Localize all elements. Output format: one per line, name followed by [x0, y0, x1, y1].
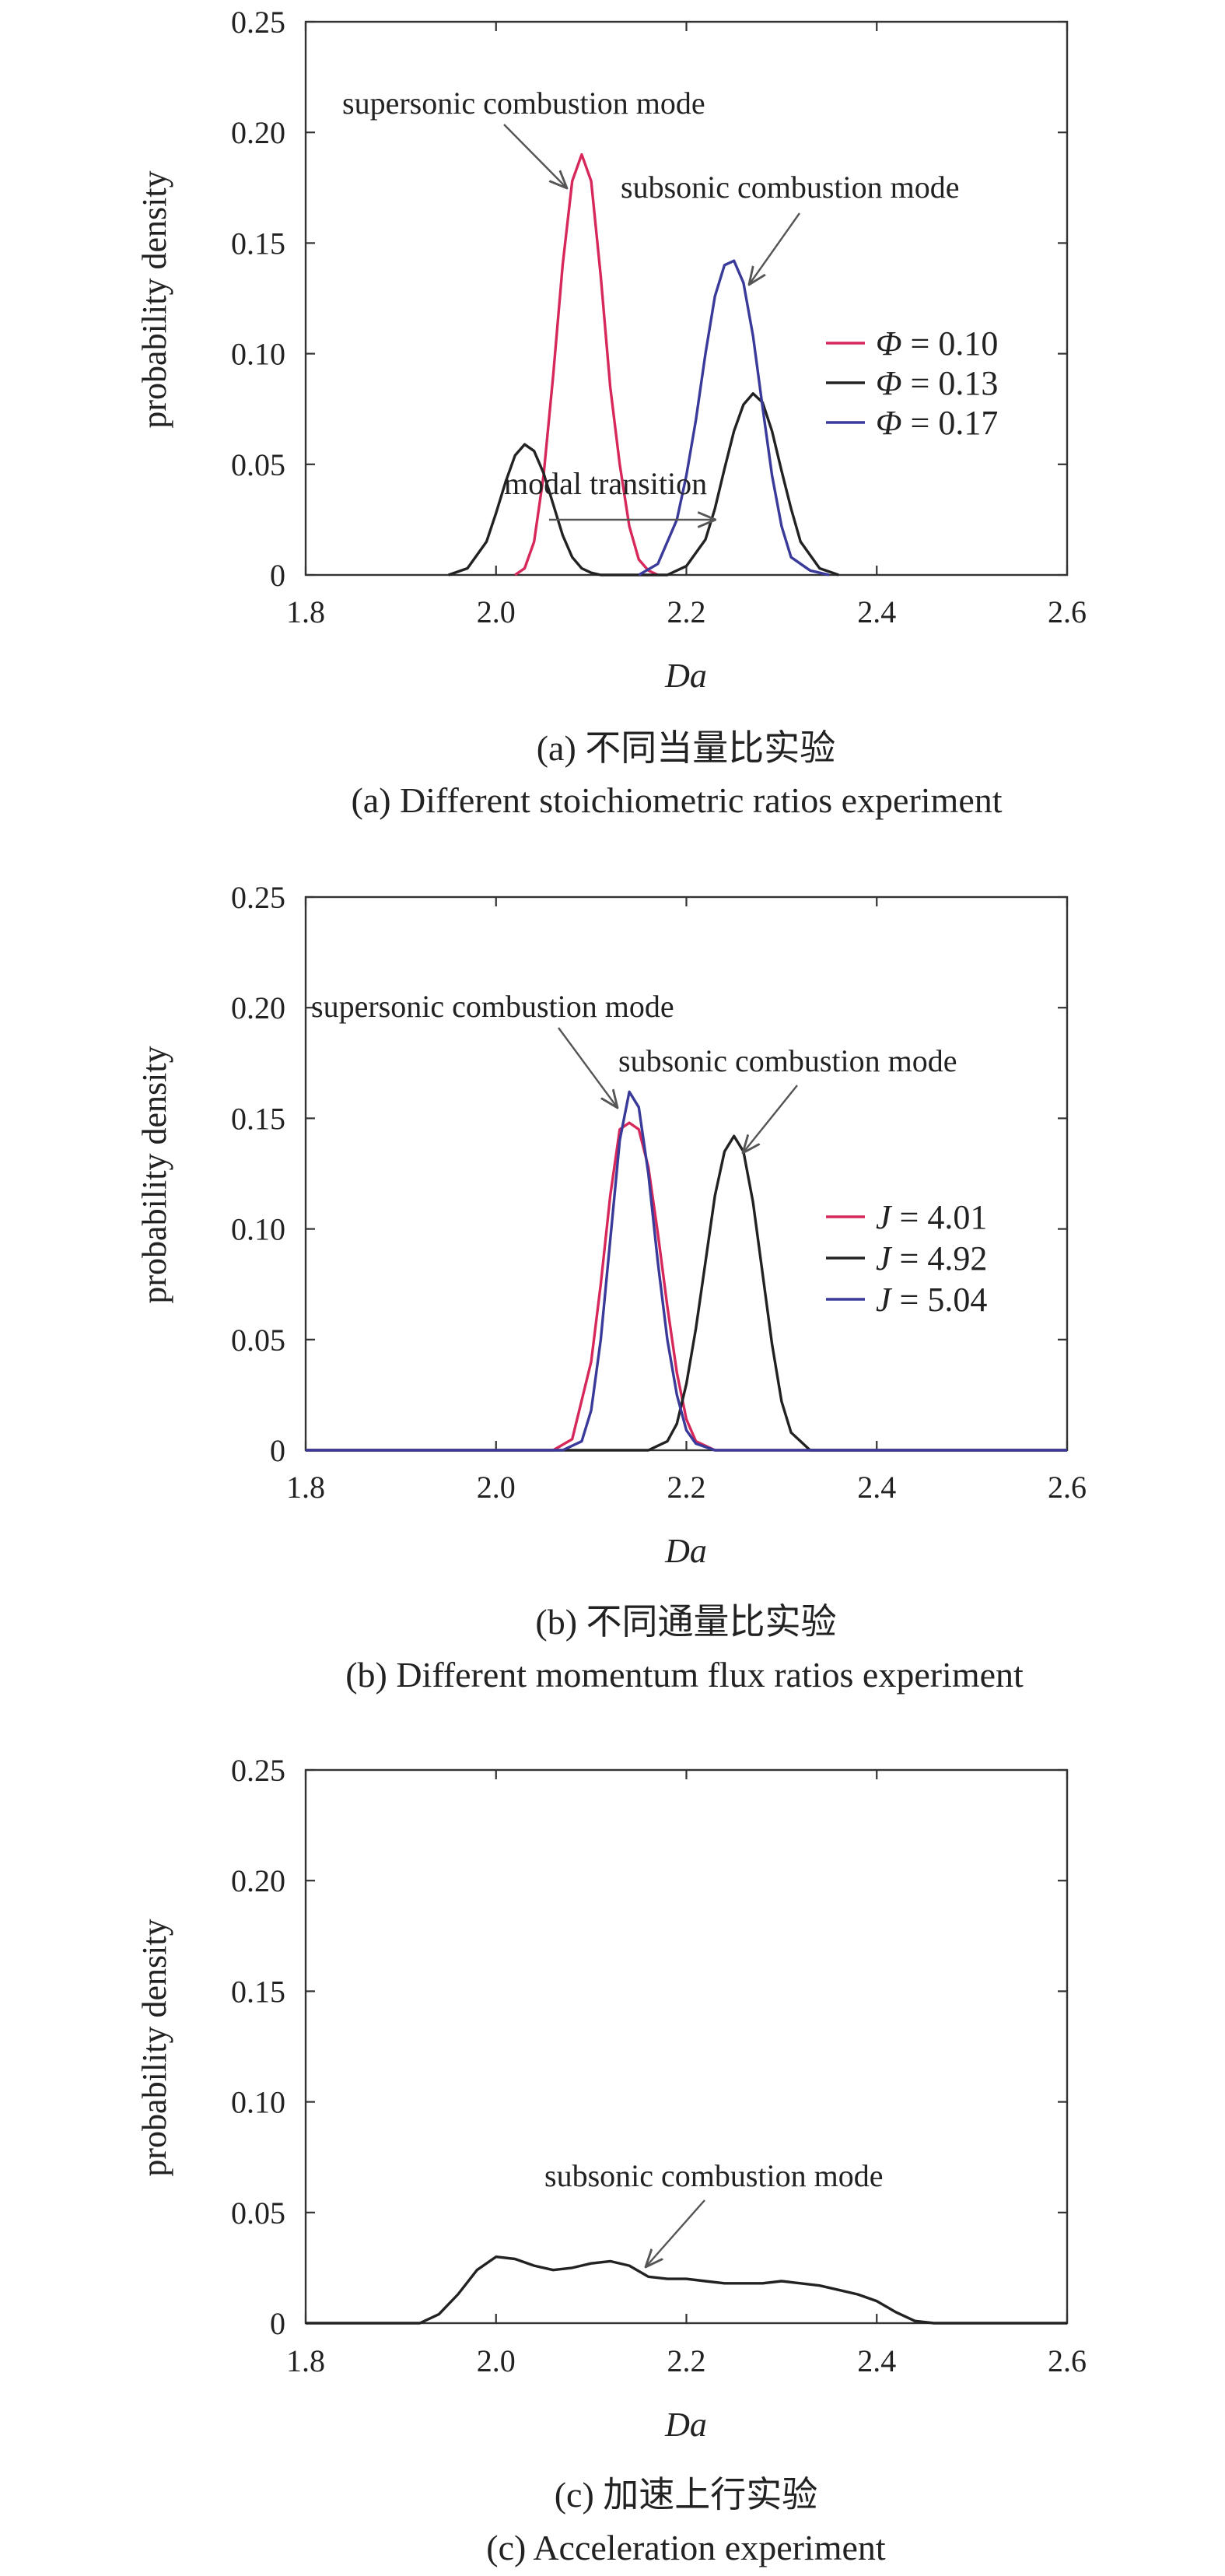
panel-a-y-tick-labels: 0 0.05 0.10 0.15 0.20 0.25: [231, 5, 285, 593]
panel-a-legend-symbol-phi-0.13: Φ: [876, 364, 902, 402]
panel-c-annotation-subsonic-arrow: [646, 2199, 705, 2267]
panel-b-annotation-subsonic: subsonic combustion mode: [618, 1043, 957, 1078]
panel-b: 1.8 2.0 2.2 2.4 2.6 0 0.05 0.10 0.15 0.2…: [135, 880, 1087, 1695]
panel-c: 1.8 2.0 2.2 2.4 2.6 0 0.05 0.10 0.15 0.2…: [135, 1753, 1087, 2567]
panel-a-x-tick-label-4: 2.4: [857, 594, 896, 629]
panel-b-annotations: supersonic combustion mode subsonic comb…: [311, 989, 957, 1153]
panel-b-legend-symbol-j-4.01: J: [876, 1198, 893, 1236]
panel-b-y-tick-labels: 0 0.05 0.10 0.15 0.20 0.25: [231, 880, 285, 1468]
panel-a-y-axis-label: probability density: [135, 170, 173, 428]
panel-b-y-tick-label-1: 0: [270, 1433, 285, 1468]
panel-a-series-phi-0.17-line: [638, 259, 830, 577]
panel-a-legend-entry-phi-0.17: Φ = 0.17: [876, 404, 998, 442]
panel-c-y-tick-label-5: 0.20: [231, 1863, 285, 1898]
panel-c-x-tick-label-3: 2.2: [667, 2343, 706, 2378]
panel-c-x-tick-label-2: 2.0: [477, 2343, 516, 2378]
panel-b-annotation-subsonic-arrow: [743, 1085, 798, 1153]
panel-b-y-tick-label-4: 0.15: [231, 1101, 285, 1136]
panel-a-legend-entry-phi-0.13: Φ = 0.13: [876, 364, 998, 402]
panel-c-y-tick-labels: 0 0.05 0.10 0.15 0.20 0.25: [231, 1753, 285, 2341]
panel-b-legend-value-j-5.04: = 5.04: [891, 1281, 988, 1319]
panel-b-legend-symbol-j-5.04: J: [876, 1281, 893, 1319]
panel-a-x-tick-label-5: 2.6: [1048, 594, 1087, 629]
panel-a-x-axis-label: Da: [664, 657, 707, 695]
panel-b-x-axis-label: Da: [664, 1532, 707, 1570]
panel-c-annotation-subsonic: subsonic combustion mode: [544, 2158, 884, 2193]
panel-a-annotation-subsonic-arrow: [749, 212, 800, 285]
panel-b-x-tick-label-1: 1.8: [286, 1470, 325, 1505]
panel-c-annotations: subsonic combustion mode: [544, 2158, 884, 2267]
panel-c-series-line: [306, 2255, 1067, 2325]
panel-b-legend-entry-j-4.01: J = 4.01: [876, 1198, 987, 1236]
panel-a-series-phi-0.13-line: [448, 392, 839, 577]
panel-b-series-j-4.01-line: [306, 1121, 1067, 1452]
panel-a-legend: Φ = 0.10 Φ = 0.13 Φ = 0.17: [826, 324, 998, 442]
panel-c-y-tick-label-2: 0.05: [231, 2196, 285, 2231]
panel-a-legend-symbol-phi-0.10: Φ: [876, 324, 902, 363]
panel-a-y-tick-label-5: 0.20: [231, 115, 285, 150]
panel-c-y-tick-label-4: 0.15: [231, 1974, 285, 2009]
panel-a-legend-value-phi-0.10: = 0.10: [902, 324, 999, 363]
panel-c-y-tick-label-6: 0.25: [231, 1753, 285, 1788]
panel-c-y-axis-label: probability density: [135, 1919, 173, 2176]
panel-a-annotations: supersonic combustion mode subsonic comb…: [342, 86, 960, 520]
panel-c-caption-cn: (c) 加速上行实验: [555, 2475, 818, 2515]
panel-b-x-tick-label-4: 2.4: [857, 1470, 896, 1505]
panel-b-x-tick-label-3: 2.2: [667, 1470, 706, 1505]
panel-a-x-tick-label-2: 2.0: [477, 594, 516, 629]
panel-a-annotation-supersonic: supersonic combustion mode: [342, 86, 705, 121]
panel-a-x-tick-label-1: 1.8: [286, 594, 325, 629]
panel-c-caption-en: (c) Acceleration experiment: [486, 2528, 886, 2567]
panel-a-y-tick-label-4: 0.15: [231, 226, 285, 261]
panel-c-y-tick-label-3: 0.10: [231, 2085, 285, 2120]
panel-b-annotation-supersonic: supersonic combustion mode: [311, 989, 674, 1024]
panel-b-y-tick-label-6: 0.25: [231, 880, 285, 915]
panel-b-caption-cn: (b) 不同通量比实验: [535, 1602, 836, 1642]
panel-c-x-tick-label-4: 2.4: [857, 2343, 896, 2378]
panel-a-y-tick-label-3: 0.10: [231, 337, 285, 372]
panel-a-annotation-subsonic: subsonic combustion mode: [621, 170, 960, 205]
panel-a-y-tick-label-6: 0.25: [231, 5, 285, 40]
panel-a-legend-value-phi-0.13: = 0.13: [902, 364, 999, 402]
panel-a-x-tick-label-3: 2.2: [667, 594, 706, 629]
panel-c-x-tick-label-1: 1.8: [286, 2343, 325, 2378]
panel-a-annotation-modal-transition: modal transition: [504, 466, 707, 501]
panel-b-legend-entry-j-5.04: J = 5.04: [876, 1281, 987, 1319]
panel-a-legend-value-phi-0.17: = 0.17: [902, 404, 999, 442]
panel-b-legend-symbol-j-4.92: J: [876, 1239, 893, 1277]
panel-a-ticks: [304, 20, 1069, 577]
panel-a-caption-cn: (a) 不同当量比实验: [537, 728, 836, 768]
panel-a-x-tick-labels: 1.8 2.0 2.2 2.4 2.6: [286, 594, 1087, 629]
panel-b-legend-value-j-4.92: = 4.92: [891, 1239, 988, 1277]
panel-b-legend-entry-j-4.92: J = 4.92: [876, 1239, 987, 1277]
panel-a-caption-en: (a) Different stoichiometric ratios expe…: [351, 780, 1002, 820]
panel-a-series-phi-0.10-line: [514, 152, 659, 577]
panel-b-x-tick-label-2: 2.0: [477, 1470, 516, 1505]
panel-a-legend-symbol-phi-0.17: Φ: [876, 404, 902, 442]
panel-c-x-tick-labels: 1.8 2.0 2.2 2.4 2.6: [286, 2343, 1087, 2378]
panel-b-legend-value-j-4.01: = 4.01: [891, 1198, 988, 1236]
panel-b-y-tick-label-3: 0.10: [231, 1212, 285, 1247]
panel-b-y-axis-label: probability density: [135, 1046, 173, 1303]
panel-a-legend-entry-phi-0.10: Φ = 0.10: [876, 324, 998, 363]
panel-b-annotation-supersonic-arrow: [558, 1027, 618, 1108]
panel-a-y-tick-label-2: 0.05: [231, 447, 285, 482]
panel-c-y-tick-label-1: 0: [270, 2306, 285, 2341]
panel-a: 1.8 2.0 2.2 2.4 2.6 0 0.05 0.10 0.15 0.2…: [135, 5, 1087, 820]
panel-b-legend: J = 4.01 J = 4.92 J = 5.04: [826, 1198, 987, 1319]
panel-b-x-tick-labels: 1.8 2.0 2.2 2.4 2.6: [286, 1470, 1087, 1505]
panel-b-y-tick-label-5: 0.20: [231, 990, 285, 1025]
panel-b-series-j-4.92-line: [306, 1134, 1067, 1452]
panel-b-y-tick-label-2: 0.05: [231, 1323, 285, 1358]
panel-c-x-axis-label: Da: [664, 2406, 707, 2444]
panel-b-x-tick-label-5: 2.6: [1048, 1470, 1087, 1505]
panel-c-x-tick-label-5: 2.6: [1048, 2343, 1087, 2378]
panel-a-y-tick-label-1: 0: [270, 558, 285, 593]
panel-a-annotation-supersonic-arrow: [503, 124, 567, 188]
panel-b-caption-en: (b) Different momentum flux ratios exper…: [345, 1655, 1024, 1695]
panel-b-series-j-5.04-line: [306, 1090, 1067, 1452]
